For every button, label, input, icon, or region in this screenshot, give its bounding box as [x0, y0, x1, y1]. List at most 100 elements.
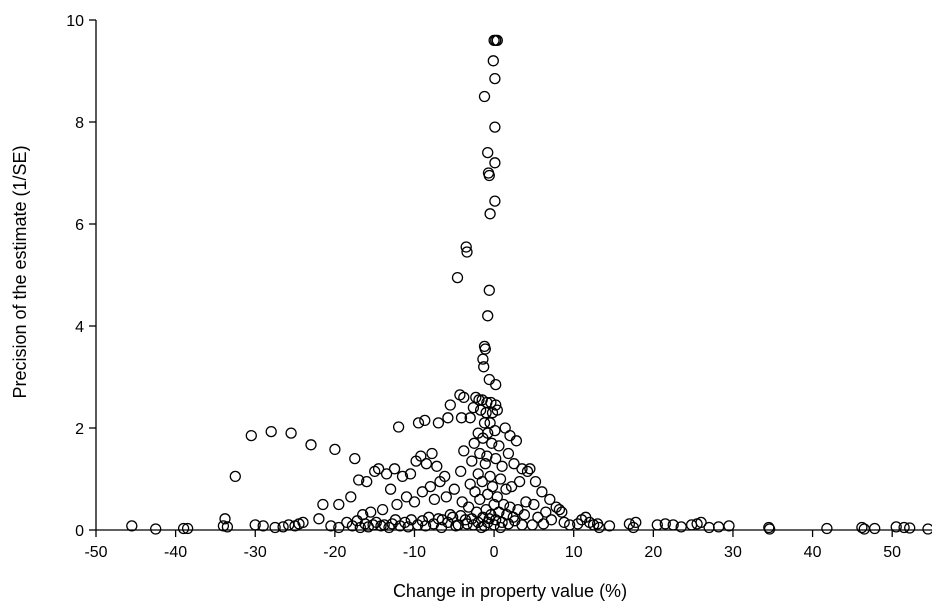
data-point	[428, 493, 441, 506]
data-point	[856, 521, 868, 534]
data-point	[490, 452, 502, 465]
data-point	[482, 146, 494, 159]
data-point	[392, 421, 405, 433]
data-point	[489, 424, 501, 437]
data-point	[703, 521, 715, 534]
x-tick-label: 30	[724, 544, 742, 561]
data-point	[494, 473, 507, 485]
data-point	[442, 412, 454, 424]
x-tick-label: -40	[164, 544, 187, 561]
data-point	[297, 516, 309, 529]
data-point	[491, 34, 503, 47]
data-point	[416, 486, 429, 498]
data-point	[478, 361, 490, 373]
data-point	[540, 506, 552, 518]
data-point	[479, 458, 491, 470]
data-point	[317, 498, 329, 511]
data-point	[667, 519, 679, 531]
data-point	[489, 121, 501, 133]
data-point	[587, 519, 600, 531]
y-tick-label: 4	[75, 319, 84, 336]
data-point	[496, 516, 508, 529]
data-point	[285, 427, 297, 439]
x-tick-label: -10	[403, 544, 426, 561]
data-point	[490, 399, 502, 411]
data-point	[524, 463, 536, 475]
data-point	[469, 486, 481, 498]
data-point	[474, 447, 486, 460]
data-point	[474, 404, 487, 416]
data-point	[177, 522, 190, 535]
x-tick-label: 10	[565, 544, 583, 561]
data-point	[305, 439, 317, 451]
data-point	[558, 516, 570, 529]
data-point	[448, 483, 460, 495]
data-point	[502, 518, 515, 530]
data-point	[518, 509, 531, 521]
data-point	[460, 241, 472, 253]
x-tick-label: -20	[323, 544, 346, 561]
data-point	[444, 399, 456, 411]
data-point	[651, 519, 663, 531]
data-point	[484, 470, 496, 483]
data-point	[489, 157, 501, 169]
data-point	[455, 412, 468, 424]
data-point	[510, 435, 523, 447]
data-point	[245, 429, 257, 442]
y-axis-title: Precision of the estimate (1/SE)	[10, 145, 30, 398]
data-point	[466, 513, 478, 525]
data-point	[564, 519, 576, 531]
y-tick-label: 2	[75, 421, 84, 438]
data-point	[483, 373, 495, 386]
data-point	[384, 483, 397, 495]
y-ticks: 0 2 4 6 8 10	[66, 13, 96, 540]
data-point	[464, 412, 476, 424]
data-point	[376, 503, 389, 516]
data-point	[603, 520, 616, 532]
data-point	[249, 519, 261, 531]
data-point	[491, 491, 503, 503]
data-point	[432, 417, 445, 429]
data-point	[466, 455, 478, 467]
data-points	[126, 34, 932, 535]
data-point	[277, 521, 289, 533]
y-tick-label: 8	[75, 115, 84, 132]
data-point	[333, 498, 345, 511]
data-point	[898, 521, 910, 534]
data-point	[904, 522, 916, 534]
data-point	[502, 447, 515, 460]
data-point	[181, 522, 194, 535]
data-point	[487, 55, 499, 67]
data-point	[556, 506, 568, 518]
data-point	[521, 465, 534, 478]
data-point	[217, 520, 230, 532]
data-point	[509, 515, 521, 527]
data-point	[490, 378, 502, 391]
data-point	[477, 432, 489, 444]
data-point	[367, 519, 379, 531]
data-point	[439, 470, 451, 483]
data-point	[491, 404, 503, 416]
data-point	[504, 501, 516, 513]
data-point	[528, 498, 540, 511]
data-point	[496, 460, 508, 472]
data-point	[482, 310, 494, 322]
data-point	[478, 417, 491, 429]
data-point	[415, 450, 427, 462]
axes	[95, 20, 932, 531]
data-point	[659, 518, 671, 530]
data-point	[468, 437, 480, 449]
data-point	[508, 458, 520, 470]
data-point	[265, 425, 277, 438]
data-point	[763, 523, 776, 535]
data-point	[544, 493, 556, 506]
data-point	[426, 447, 438, 460]
data-point	[150, 523, 162, 535]
data-point	[489, 72, 501, 85]
data-point	[467, 401, 480, 414]
data-point	[359, 518, 371, 530]
data-point	[458, 445, 470, 457]
data-point	[478, 90, 491, 103]
data-point	[483, 513, 495, 525]
